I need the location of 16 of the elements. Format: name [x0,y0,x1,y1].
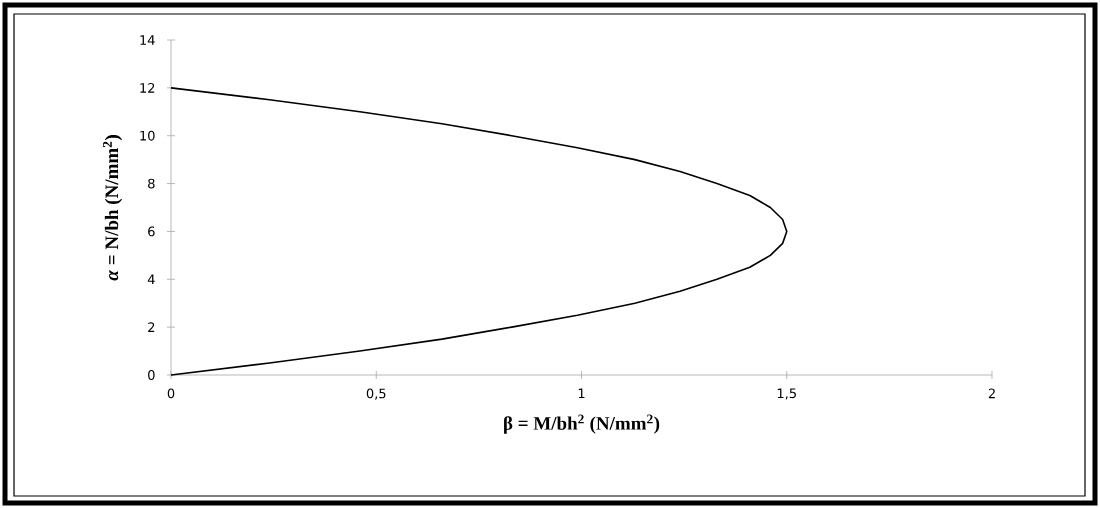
x-tick-label: 0 [167,388,175,399]
y-tick-label: 8 [148,178,155,189]
x-tick-label: 1 [578,388,585,398]
y-tick-label: 14 [140,35,155,45]
x-tick-label: 0,5 [366,388,386,400]
y-tick-label: 10 [140,130,155,141]
y-tick-label: 6 [148,226,155,237]
x-tick-label: 2 [988,388,995,399]
x-tick-label: 1,5 [777,388,796,400]
y-tick-label: 12 [140,83,155,93]
x-axis-title: β = M/bh$^{2}$ (N/mm$^{2}$) [504,414,660,434]
y-tick-label: 4 [147,274,155,285]
line-series [170,87,788,376]
y-axis-title: α = N/bh (N/mm$^{2}$) [102,135,123,281]
y-tick-label: 2 [148,322,155,332]
y-tick-label: 0 [148,370,155,380]
